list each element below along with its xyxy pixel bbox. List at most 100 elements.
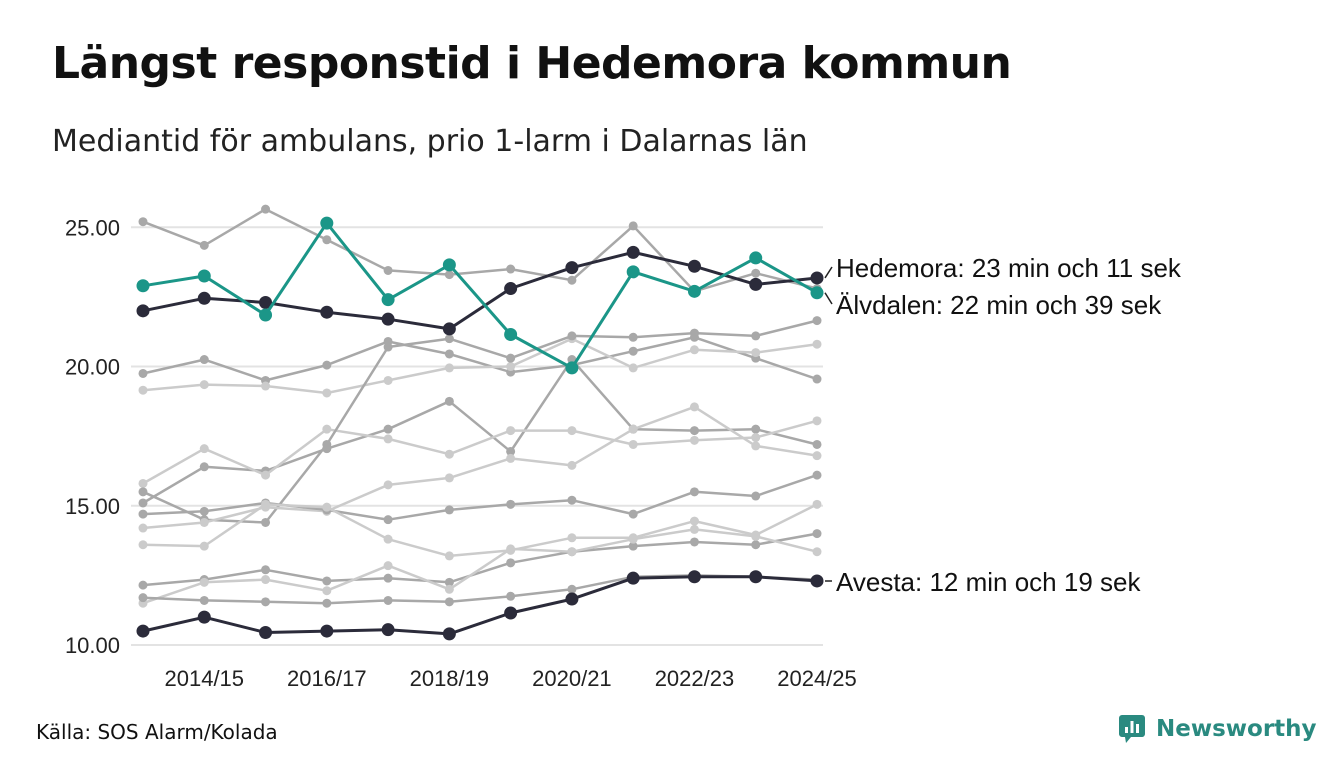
data-point [322, 388, 332, 398]
data-point [506, 353, 516, 363]
data-point [628, 541, 638, 551]
data-point [138, 509, 148, 519]
data-point [261, 517, 271, 527]
data-point [322, 598, 332, 608]
data-point [444, 577, 454, 587]
data-point [381, 293, 395, 307]
data-point [199, 462, 209, 472]
data-point [751, 331, 761, 341]
data-point [749, 570, 763, 584]
data-point [322, 235, 332, 245]
data-point [751, 441, 761, 451]
y-tick-label: 15.00 [65, 494, 120, 519]
data-point [383, 424, 393, 434]
data-point [322, 502, 332, 512]
other-series-2 [138, 332, 822, 385]
data-point [261, 470, 271, 480]
chart-subtitle: Mediantid för ambulans, prio 1-larm i Da… [52, 124, 808, 159]
data-point [506, 499, 516, 509]
data-point [444, 473, 454, 483]
data-point [320, 305, 334, 319]
data-point [442, 322, 456, 336]
data-point [138, 385, 148, 395]
data-point [628, 509, 638, 519]
data-point [812, 547, 822, 557]
data-point [812, 339, 822, 349]
data-point [199, 240, 209, 250]
data-point [812, 529, 822, 539]
series-annotations: Hedemora: 23 min och 11 sek Älvdalen: 22 … [824, 253, 1182, 597]
brand-logo: Newsworthy [1118, 714, 1317, 744]
data-point [199, 517, 209, 527]
series-line [142, 221, 818, 370]
data-point [444, 584, 454, 594]
data-point [810, 286, 824, 300]
data-point [320, 216, 334, 230]
data-point [628, 534, 638, 544]
data-point [138, 217, 148, 227]
data-point [506, 558, 516, 568]
data-point [567, 533, 577, 543]
data-point [259, 308, 273, 322]
data-point [689, 435, 699, 445]
data-point [689, 402, 699, 412]
data-point [197, 291, 211, 305]
data-point [444, 449, 454, 459]
data-point [138, 580, 148, 590]
data-point [751, 491, 761, 501]
data-point [749, 251, 763, 265]
series-line [142, 337, 818, 395]
data-point [261, 204, 271, 214]
data-point [628, 346, 638, 356]
data-point [383, 561, 393, 571]
data-point [444, 363, 454, 373]
series-line [142, 419, 818, 485]
data-point [628, 221, 638, 231]
y-axis-ticks: 10.00 15.00 20.00 25.00 [65, 215, 120, 658]
data-point [442, 258, 456, 272]
data-point [197, 269, 211, 283]
y-tick-label: 25.00 [65, 215, 120, 240]
other-series-6 [138, 316, 822, 527]
data-point [383, 434, 393, 444]
data-point [138, 478, 148, 488]
data-point [506, 591, 516, 601]
data-point [626, 571, 640, 585]
data-point [444, 349, 454, 359]
data-point [199, 355, 209, 365]
data-point [812, 470, 822, 480]
series-hedemora [136, 245, 824, 336]
data-point [322, 424, 332, 434]
data-point [687, 284, 701, 298]
data-point [751, 348, 761, 358]
data-point [567, 426, 577, 436]
data-point [567, 495, 577, 505]
data-point [689, 487, 699, 497]
data-point [812, 374, 822, 384]
data-point [381, 312, 395, 326]
data-point [383, 375, 393, 385]
data-point [381, 623, 395, 637]
other-series-11 [138, 524, 822, 608]
series-line [142, 575, 818, 636]
series-line [142, 250, 818, 331]
data-point [383, 480, 393, 490]
data-point [322, 586, 332, 596]
data-point [504, 327, 518, 341]
data-point [565, 361, 579, 375]
data-point [751, 268, 761, 278]
data-point [383, 573, 393, 583]
other-series-9 [138, 499, 822, 561]
series-line [142, 473, 818, 521]
data-point [504, 282, 518, 296]
data-point [626, 265, 640, 279]
data-point [136, 624, 150, 638]
grid-lines [131, 226, 823, 646]
data-point [322, 439, 332, 449]
data-point [261, 597, 271, 607]
data-point [506, 264, 516, 274]
other-series-8 [138, 470, 822, 525]
annotation-älvdalen: Älvdalen: 22 min och 39 sek [836, 290, 1162, 320]
data-point [626, 245, 640, 259]
